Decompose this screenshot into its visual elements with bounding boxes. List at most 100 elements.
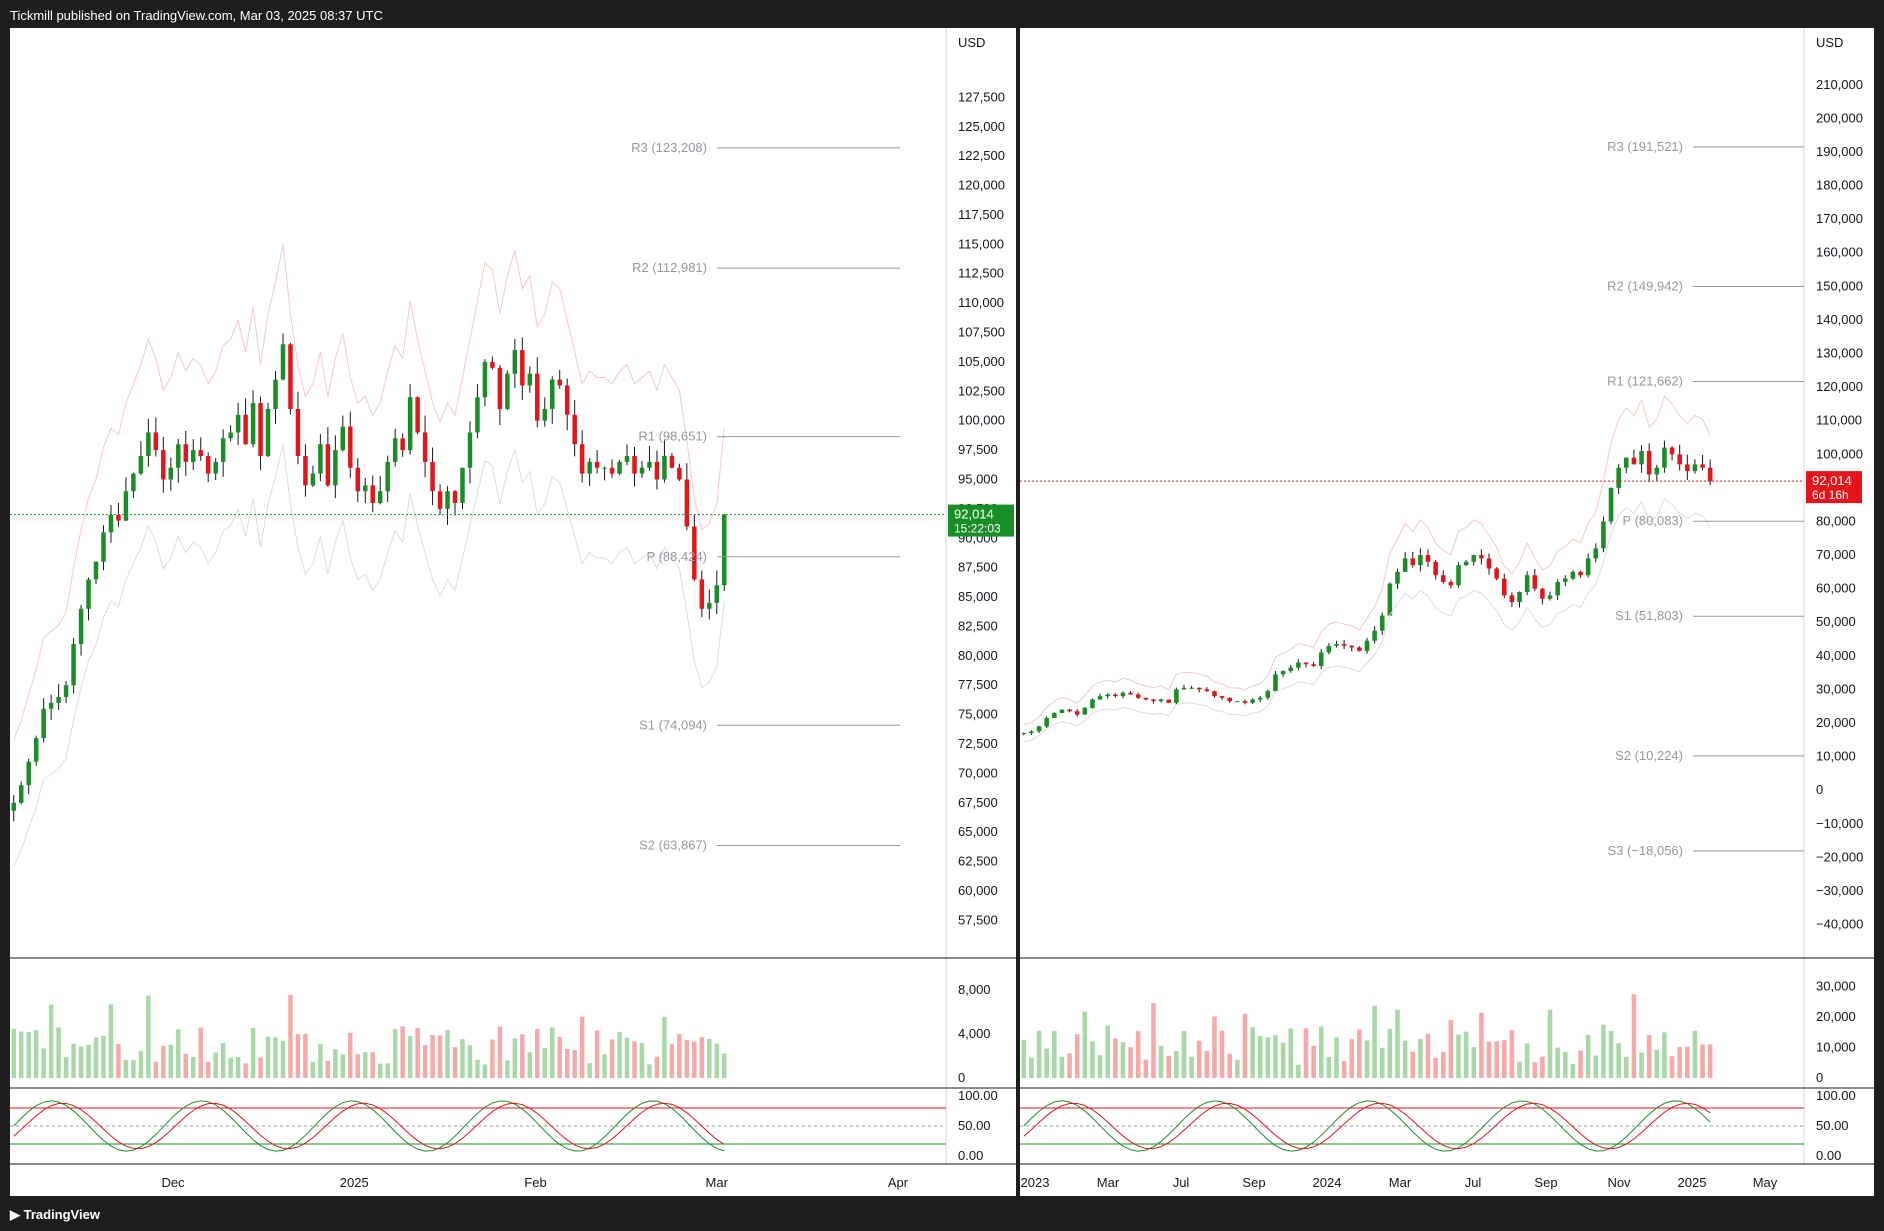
volume-bar (722, 1053, 727, 1078)
volume-bar (1052, 1030, 1057, 1078)
volume-bar (1288, 1028, 1294, 1078)
price-tick-label: 100,000 (1816, 446, 1863, 461)
candle-up (1402, 558, 1408, 572)
volume-bar (228, 1057, 233, 1078)
volume-bar (161, 1045, 166, 1078)
volume-bar (1265, 1037, 1271, 1078)
candle-up (48, 702, 54, 709)
candle-down (1166, 699, 1172, 703)
volume-bar (662, 1016, 667, 1078)
volume-bar (475, 1059, 480, 1078)
pivot-label: R3 (123,208) (631, 140, 707, 155)
candle-up (1036, 726, 1042, 732)
oscillator-tick-label: 100.00 (1816, 1088, 1856, 1103)
candle-down (1135, 694, 1141, 698)
right-chart-panel[interactable]: USD 210,000 200,000 190,000 180,000 170,000 16… (1020, 28, 1874, 1196)
volume-bar (1143, 1059, 1149, 1078)
volume-bar (594, 1030, 600, 1078)
candle-up (1280, 670, 1286, 675)
candle-up (1624, 457, 1629, 468)
volume-bar (1509, 1030, 1515, 1078)
price-tick-label: 112,500 (958, 266, 1004, 281)
volume-bar (26, 1031, 31, 1078)
volume-bar (146, 995, 151, 1078)
price-tick-label: 120,000 (1816, 379, 1863, 394)
candle-up (1097, 696, 1103, 700)
price-tick-label: 10,000 (1816, 749, 1856, 764)
candle-down (1486, 558, 1492, 569)
volume-bar (1418, 1038, 1423, 1078)
volume-bar (520, 1034, 525, 1078)
left-chart-panel[interactable]: USD 127,500 125,000 122,500 120,000 117,500 11… (10, 28, 1016, 1196)
candle-up (220, 438, 226, 462)
candle-down (594, 461, 600, 468)
volume-bar (490, 1039, 495, 1078)
volume-bar (482, 1064, 488, 1078)
volume-bar (340, 1054, 346, 1078)
volume-bar (333, 1049, 338, 1078)
price-tick-label: 170,000 (1816, 211, 1863, 226)
volume-bar (1631, 994, 1637, 1078)
volume-bar (1235, 1059, 1240, 1078)
volume-bar (370, 1052, 375, 1078)
volume-bar (310, 1061, 316, 1078)
candle-up (41, 708, 46, 739)
price-tick-label: 110,000 (958, 295, 1004, 310)
price-tick-label: 50,000 (1816, 614, 1856, 629)
volume-bar (527, 1052, 533, 1078)
candle-up (475, 397, 480, 433)
candle-up (1021, 733, 1027, 735)
chart-background (10, 28, 1016, 1196)
candle-up (1463, 561, 1469, 566)
volume-bar (1585, 1034, 1591, 1078)
candle-up (363, 485, 368, 492)
candle-up (460, 467, 465, 503)
volume-bar (363, 1052, 368, 1078)
candle-up (542, 408, 548, 421)
candle-down (497, 367, 503, 409)
pivot-label: R2 (149,942) (1607, 279, 1683, 294)
candle-up (385, 461, 390, 492)
candle-down (692, 526, 697, 580)
candle-down (430, 461, 435, 492)
candle-up (1105, 694, 1110, 697)
volume-bar (1090, 1041, 1095, 1078)
candle-down (1700, 464, 1705, 468)
candle-up (1052, 712, 1057, 718)
candle-up (168, 467, 174, 480)
candle-down (1532, 575, 1538, 589)
volume-bar (11, 1029, 16, 1078)
candle-up (1593, 548, 1599, 559)
volume-bar (1662, 1032, 1667, 1078)
volume-bar (108, 1004, 114, 1078)
volume-bar (699, 1037, 705, 1078)
candle-up (1257, 697, 1263, 700)
candle-down (1067, 709, 1072, 712)
last-price-label: 92,014 (1812, 473, 1852, 488)
right-chart-svg[interactable]: USD 210,000 200,000 190,000 180,000 170,000 16… (1020, 28, 1874, 1196)
candle-up (1158, 699, 1164, 702)
volume-bar (385, 1063, 390, 1078)
oscillator-k-line (13, 1100, 725, 1152)
candle-up (131, 473, 136, 492)
candle-down (1212, 691, 1217, 697)
volume-bar (647, 1064, 652, 1078)
volume-bar (460, 1039, 465, 1078)
candle-down (557, 379, 562, 386)
price-tick-label: 70,000 (1816, 547, 1856, 562)
candle-up (63, 685, 69, 697)
candle-up (377, 491, 383, 503)
volume-bar (1212, 1016, 1217, 1078)
candle-down (370, 485, 375, 503)
left-chart-svg[interactable]: USD 127,500 125,000 122,500 120,000 117,500 11… (10, 28, 1016, 1196)
volume-bar (1425, 1033, 1431, 1078)
price-tick-label: 70,000 (958, 765, 998, 780)
candle-down (1540, 588, 1545, 599)
last-price-label: 92,014 (954, 507, 994, 522)
tradingview-logo[interactable]: ▶ TradingView (10, 1207, 100, 1223)
candle-up (1387, 583, 1393, 616)
volume-bar (1242, 1013, 1248, 1078)
volume-bar (1669, 1056, 1675, 1078)
volume-tick-label: 8,000 (958, 982, 991, 997)
candle-down (1494, 568, 1499, 579)
